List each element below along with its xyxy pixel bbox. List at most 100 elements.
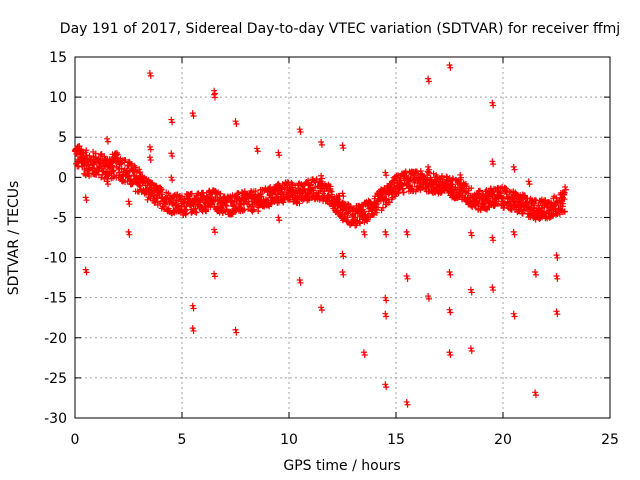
band-point xyxy=(337,210,344,217)
outlier-point xyxy=(554,275,561,282)
band-point xyxy=(132,164,139,171)
outlier-point xyxy=(425,166,432,173)
x-tick-label: 10 xyxy=(280,432,298,448)
band-point xyxy=(316,196,323,203)
outlier-point xyxy=(447,352,454,359)
y-tick-label: -10 xyxy=(44,251,67,267)
band-point xyxy=(76,143,83,150)
band-point xyxy=(219,210,226,217)
outlier-point xyxy=(147,146,154,153)
band-point xyxy=(85,162,92,169)
band-point xyxy=(118,160,125,167)
band-point xyxy=(539,214,546,221)
outlier-point xyxy=(126,231,133,238)
outlier-point xyxy=(510,310,517,317)
outlier-point xyxy=(318,304,325,311)
outlier-point xyxy=(169,119,176,126)
outlier-point xyxy=(125,228,132,235)
outlier-point xyxy=(490,161,497,168)
x-tick-label: 25 xyxy=(601,432,619,448)
outlier-point xyxy=(211,94,218,101)
outlier-point xyxy=(526,181,533,188)
band-point xyxy=(86,173,93,180)
y-tick-label: -25 xyxy=(44,371,67,387)
y-tick-label: 10 xyxy=(49,90,67,106)
outlier-point xyxy=(532,392,539,399)
outlier-point xyxy=(446,62,453,69)
band-point xyxy=(252,188,259,195)
outlier-point xyxy=(78,146,85,153)
outlier-point xyxy=(490,237,497,244)
band-point xyxy=(182,211,189,218)
band-point xyxy=(144,196,151,203)
band-point xyxy=(165,205,172,212)
outlier-point xyxy=(360,349,367,356)
band-point xyxy=(280,199,287,206)
outlier-point xyxy=(404,231,411,238)
outlier-point xyxy=(82,194,89,201)
outlier-point xyxy=(425,75,432,82)
outlier-point xyxy=(125,198,132,205)
band-point xyxy=(110,167,117,174)
band-point xyxy=(382,190,389,197)
band-point xyxy=(561,189,568,196)
outlier-point xyxy=(296,277,303,284)
outlier-point xyxy=(361,352,368,359)
band-point xyxy=(398,181,405,188)
band-point xyxy=(347,203,354,210)
band-point xyxy=(79,162,86,169)
band-point xyxy=(417,187,424,194)
outlier-point xyxy=(511,166,518,173)
x-axis-label: GPS time / hours xyxy=(283,458,400,474)
outlier-point xyxy=(189,110,196,117)
outlier-point xyxy=(339,142,346,149)
outlier-point xyxy=(511,231,518,238)
x-tick-label: 20 xyxy=(494,432,512,448)
outlier-point xyxy=(446,306,453,313)
outlier-point xyxy=(383,172,390,179)
band-point xyxy=(353,222,360,229)
outlier-point xyxy=(458,174,465,181)
outlier-point xyxy=(297,129,304,136)
band-point xyxy=(379,204,386,211)
band-point xyxy=(561,208,568,215)
outlier-point xyxy=(339,268,346,275)
band-point xyxy=(92,150,99,157)
grid xyxy=(75,57,610,418)
outlier-point xyxy=(211,270,218,277)
band-point xyxy=(188,191,195,198)
band-point xyxy=(241,206,248,213)
band-point xyxy=(94,167,101,174)
band-point xyxy=(238,189,245,196)
outlier-point xyxy=(425,295,432,302)
outlier-point xyxy=(553,273,560,280)
outlier-point xyxy=(425,163,432,170)
band-point xyxy=(100,162,107,169)
outlier-point xyxy=(403,228,410,235)
x-tick-label: 0 xyxy=(71,432,80,448)
outlier-point xyxy=(340,253,347,260)
data-points xyxy=(71,62,569,408)
outlier-point xyxy=(318,139,325,146)
outlier-point xyxy=(147,157,154,164)
band-point xyxy=(480,191,487,198)
y-tick-label: 5 xyxy=(58,130,67,146)
band-point xyxy=(83,147,90,154)
outlier-point xyxy=(489,234,496,241)
outlier-point xyxy=(468,348,475,355)
band-point xyxy=(169,200,176,207)
x-tick-label: 5 xyxy=(178,432,187,448)
outlier-point xyxy=(467,345,474,352)
band-point xyxy=(233,199,240,206)
band-point xyxy=(560,200,567,207)
band-point xyxy=(550,213,557,220)
band-point xyxy=(400,189,407,196)
outlier-point xyxy=(169,177,176,184)
outlier-point xyxy=(403,273,410,280)
band-point xyxy=(101,153,108,160)
outlier-point xyxy=(553,252,560,259)
y-tick-label: 0 xyxy=(58,170,67,186)
outlier-point xyxy=(361,231,368,238)
outlier-point xyxy=(276,152,283,159)
outlier-point xyxy=(532,268,539,275)
